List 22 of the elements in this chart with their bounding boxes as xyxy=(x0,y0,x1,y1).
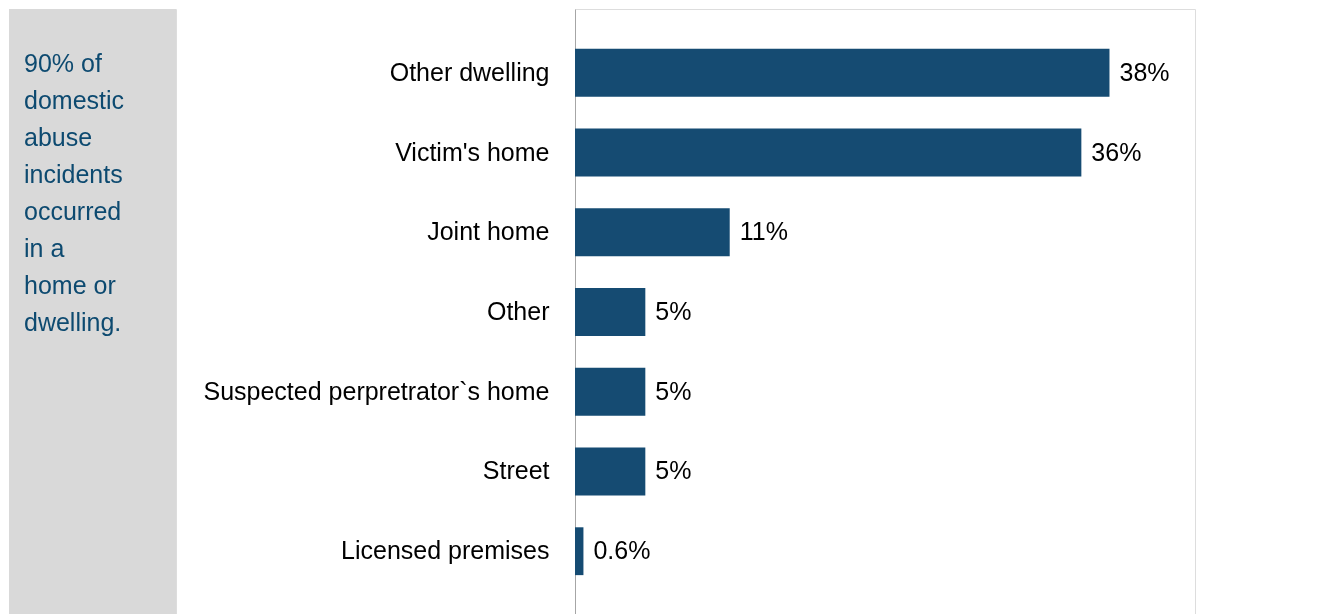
y-tick-label: Joint home xyxy=(427,217,550,246)
y-tick-label: Other xyxy=(486,297,550,325)
data-label: 36% xyxy=(1091,137,1142,166)
bar xyxy=(575,447,646,496)
bar xyxy=(575,367,646,416)
y-tick-label: Suspected perpretrator`s home xyxy=(203,376,550,405)
bar xyxy=(575,288,646,336)
data-label: 11% xyxy=(739,217,788,246)
data-label: 5% xyxy=(655,297,692,325)
data-label: 0.6% xyxy=(593,536,651,565)
bar xyxy=(575,527,584,576)
y-tick-label: Street xyxy=(482,456,550,485)
data-label: 38% xyxy=(1119,57,1170,86)
data-label: 5% xyxy=(655,376,692,405)
text: 90% of domestic abuse incidents occurred in a home or dwelling. xyxy=(24,49,125,336)
y-tick-label: Victim's home xyxy=(395,137,550,166)
y-tick-label: Other dwelling xyxy=(389,57,550,86)
bar xyxy=(575,48,1110,97)
bar xyxy=(575,128,1082,177)
y-tick-label: Licensed premises xyxy=(341,536,550,565)
data-label: 5% xyxy=(655,456,692,485)
bar xyxy=(575,208,730,257)
